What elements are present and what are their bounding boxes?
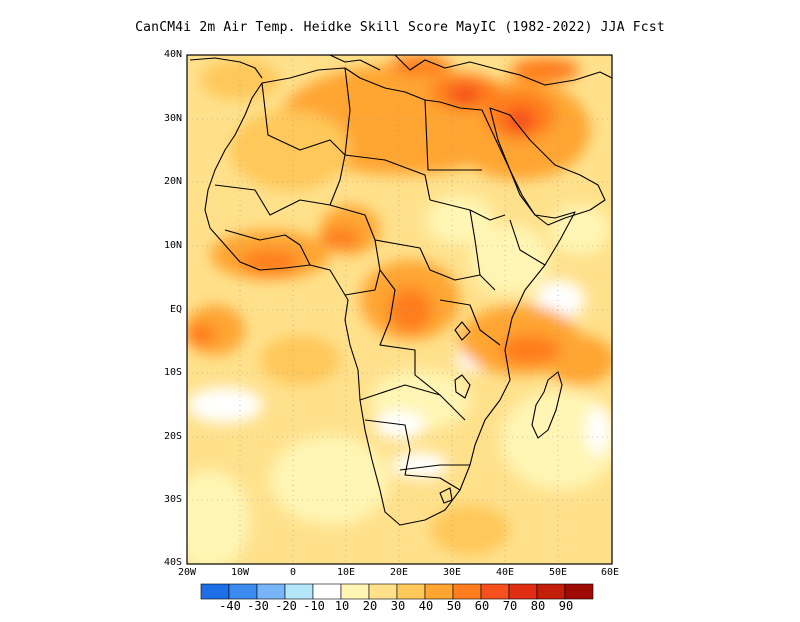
colorbar-swatch xyxy=(480,583,510,600)
x-tick-label: 50E xyxy=(548,567,568,578)
x-tick-label: 20W xyxy=(177,567,197,578)
colorbar-swatch xyxy=(424,583,454,600)
colorbar-swatch xyxy=(508,583,538,600)
y-tick-label: EQ xyxy=(169,304,182,315)
colorbar-label: 10 xyxy=(334,599,350,613)
y-tick-label: 20S xyxy=(163,431,182,442)
colorbar-label: -30 xyxy=(247,599,269,613)
x-tick-label: 0 xyxy=(289,567,297,578)
x-tick-label: 40E xyxy=(495,567,515,578)
colorbar-label: 70 xyxy=(502,599,518,613)
colorbar-label: 50 xyxy=(446,599,462,613)
colorbar-label: -20 xyxy=(275,599,297,613)
colorbar xyxy=(200,583,594,600)
colorbar-swatch xyxy=(284,583,314,600)
y-tick-label: 40N xyxy=(163,49,182,60)
colorbar-label: 90 xyxy=(558,599,574,613)
colorbar-label: -10 xyxy=(303,599,325,613)
y-tick-label: 20N xyxy=(163,176,182,187)
colorbar-label: 30 xyxy=(390,599,406,613)
colorbar-label: 80 xyxy=(530,599,546,613)
x-tick-label: 10E xyxy=(336,567,356,578)
x-tick-label: 20E xyxy=(389,567,409,578)
colorbar-label: 40 xyxy=(418,599,434,613)
colorbar-swatch xyxy=(452,583,482,600)
y-tick-label: 30N xyxy=(163,113,182,124)
colorbar-swatch xyxy=(312,583,342,600)
colorbar-label: -40 xyxy=(219,599,241,613)
skill-field xyxy=(187,55,612,564)
y-tick-label: 30S xyxy=(163,494,182,505)
coastlines xyxy=(189,55,612,526)
colorbar-swatch xyxy=(256,583,286,600)
colorbar-swatch xyxy=(228,583,258,600)
y-tick-label: 10N xyxy=(163,240,182,251)
y-tick-label: 40S xyxy=(163,557,182,568)
y-tick-label: 10S xyxy=(163,367,182,378)
chart-title: CanCM4i 2m Air Temp. Heidke Skill Score … xyxy=(135,20,665,35)
colorbar-swatch xyxy=(368,583,398,600)
colorbar-label: 20 xyxy=(362,599,378,613)
colorbar-swatch xyxy=(396,583,426,600)
grid-lines xyxy=(187,55,612,564)
x-tick-label: 60E xyxy=(600,567,620,578)
colorbar-label: 60 xyxy=(474,599,490,613)
x-tick-label: 30E xyxy=(442,567,462,578)
colorbar-swatch xyxy=(200,583,230,600)
x-tick-label: 10W xyxy=(230,567,250,578)
plot-frame xyxy=(186,54,613,565)
colorbar-swatch xyxy=(564,583,594,600)
colorbar-swatch xyxy=(536,583,566,600)
colorbar-swatch xyxy=(340,583,370,600)
